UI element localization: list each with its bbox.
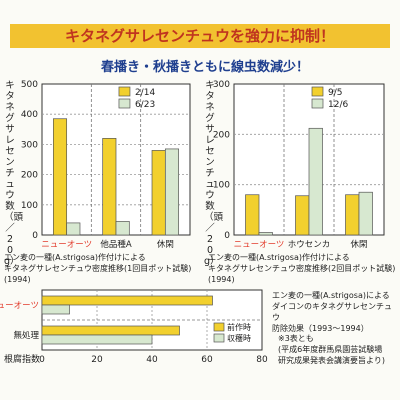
chart1-bar bbox=[102, 138, 117, 236]
subtitle: 春播き・秋播きともに線虫数減少！ bbox=[100, 60, 309, 75]
chart1-bar bbox=[164, 148, 180, 236]
chart1-ytick: 300 bbox=[21, 140, 38, 150]
chart1-ytick: 200 bbox=[21, 171, 38, 181]
chart1-bar bbox=[52, 118, 68, 236]
chart1-ytick: 100 bbox=[21, 201, 38, 211]
chart2-ytick: 200 bbox=[213, 130, 230, 140]
chart1-bar bbox=[115, 221, 130, 236]
chart2-legend-swatch bbox=[311, 98, 324, 109]
chart3-legend-label: 収穫時 bbox=[227, 333, 251, 343]
chart1-ytick: 500 bbox=[21, 80, 38, 90]
chart1-bar bbox=[66, 222, 81, 236]
chart1-ytick: 400 bbox=[21, 110, 38, 120]
chart1-legend-label: 2/14 bbox=[135, 88, 155, 98]
chart1-legend-label: 6/23 bbox=[135, 100, 155, 110]
source-note: ※3表とも (平成6年度群馬県園芸試験場 研究成果発表会講演要旨より) bbox=[278, 333, 398, 366]
chart3-bar bbox=[41, 334, 153, 345]
chart2-legend-swatch bbox=[311, 86, 324, 97]
chart2-ylabel: キタネグサレセンチュウ数（頭／20g） bbox=[204, 80, 224, 267]
chart3-bar bbox=[41, 325, 180, 336]
chart2-bar bbox=[345, 194, 360, 236]
chart1-caption-line: キタネグサレセンチュウ密度推移(1回目ポット試験)(1994) bbox=[4, 264, 192, 284]
chart3-legend-swatch bbox=[213, 322, 225, 332]
chart1-category-label: 休閑 bbox=[157, 239, 174, 250]
chart2-category-label: 休閑 bbox=[350, 239, 367, 250]
chart2-caption-line: キタネグサレセンチュウ密度推移(2回目ポット試験)(1994) bbox=[208, 264, 396, 284]
source-note-line: ※3表とも bbox=[278, 334, 314, 343]
chart1-legend-swatch bbox=[118, 86, 131, 97]
chart2-bar bbox=[258, 232, 273, 236]
chart3-bar bbox=[41, 295, 213, 306]
banner-title: キタネグサレセンチュウを強力に抑制！ bbox=[10, 24, 390, 48]
chart1-category-label: 他品種A bbox=[100, 239, 132, 250]
chart3-xtick: 40 bbox=[146, 355, 158, 365]
chart1-caption-line: エン麦の一種(A.strigosa)作付けによる bbox=[4, 253, 146, 262]
chart3-bar bbox=[41, 304, 70, 315]
chart2-bar bbox=[295, 195, 310, 236]
chart3-xtick: 20 bbox=[91, 355, 103, 365]
chart1-legend-swatch bbox=[118, 98, 131, 109]
chart2-category-label: ニューオーツ bbox=[234, 240, 285, 250]
chart3-legend-label: 前作時 bbox=[227, 322, 251, 332]
chart1-ylabel: キタネグサレセンチュウ数（頭／20g） bbox=[4, 80, 24, 267]
chart3-legend-swatch bbox=[213, 333, 225, 343]
chart3-category-label: ニューオーツ bbox=[0, 301, 39, 311]
chart2-ytick: 300 bbox=[213, 80, 230, 90]
chart3-caption-line: 防除効果（1993〜1994） bbox=[272, 324, 369, 333]
chart3-caption-line: ダイコンのキタネグサレセンチュウ bbox=[272, 302, 392, 322]
chart1-category-label: ニューオーツ bbox=[41, 240, 92, 250]
chart1-ytick: 0 bbox=[32, 231, 38, 241]
chart3-xlabel: 根腐指数 bbox=[4, 353, 40, 365]
chart2-legend-label: 12/6 bbox=[328, 100, 348, 110]
source-note-line: 研究成果発表会講演要旨より) bbox=[278, 356, 385, 365]
chart2-bar bbox=[308, 127, 323, 236]
chart3-xtick: 80 bbox=[256, 355, 268, 365]
chart1-caption: エン麦の一種(A.strigosa)作付けによる キタネグサレセンチュウ密度推移… bbox=[4, 252, 209, 285]
chart3-caption-line: エン麦の一種(A.strigosa)による bbox=[272, 291, 390, 300]
chart2-ytick: 100 bbox=[213, 181, 230, 191]
chart3-xtick: 60 bbox=[201, 355, 213, 365]
chart2-category-label: ホウセンカ bbox=[288, 240, 331, 250]
chart2-caption: エン麦の一種(A.strigosa)作付けによる キタネグサレセンチュウ密度推移… bbox=[208, 252, 398, 285]
chart2-bar bbox=[245, 194, 260, 236]
chart2-bar bbox=[358, 191, 373, 236]
chart1-bar bbox=[151, 150, 166, 236]
chart2-legend-label: 9/5 bbox=[328, 88, 342, 98]
chart2-ytick: 0 bbox=[224, 231, 230, 241]
chart3-xtick: 0 bbox=[39, 355, 45, 365]
chart3-caption: エン麦の一種(A.strigosa)による ダイコンのキタネグサレセンチュウ 防… bbox=[272, 290, 398, 334]
source-note-line: (平成6年度群馬県園芸試験場 bbox=[278, 345, 383, 354]
chart3-category-label: 無処理 bbox=[13, 330, 39, 341]
chart2-caption-line: エン麦の一種(A.strigosa)作付けによる bbox=[208, 253, 350, 262]
